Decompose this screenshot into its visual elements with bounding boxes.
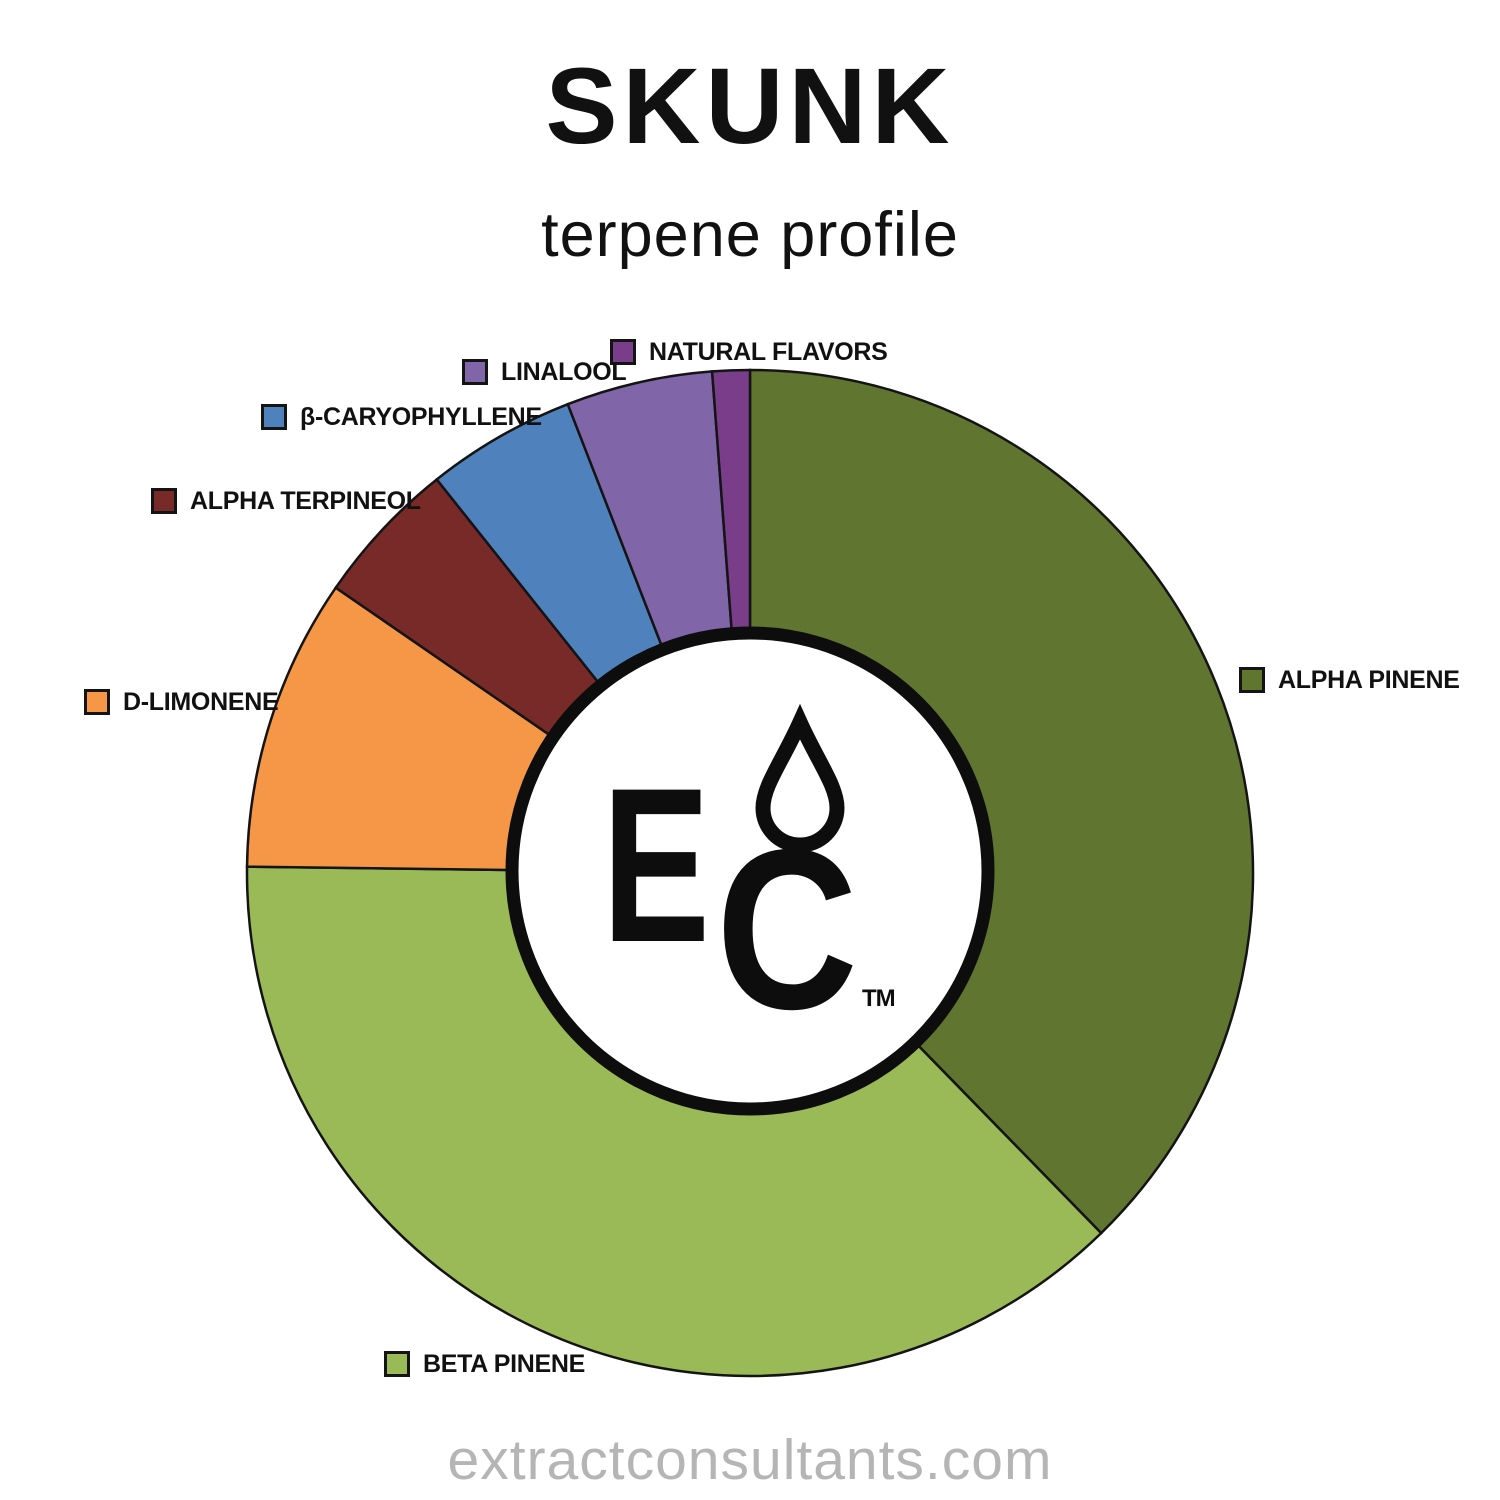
legend-item-linalool: LINALOOL: [462, 358, 627, 386]
page-subtitle: terpene profile: [541, 200, 959, 270]
caryophyllene-swatch: [261, 404, 287, 430]
legend-item-alpha-pinene: ALPHA PINENE: [1239, 667, 1460, 693]
legend-item-alpha-terpineol: ALPHA TERPINEOL: [151, 488, 421, 514]
page-title: SKUNK: [545, 45, 955, 166]
legend-label-alpha-pinene: ALPHA PINENE: [1278, 666, 1460, 694]
linalool-swatch: [462, 359, 488, 385]
legend-item-d-limonene: D-LIMONENE: [84, 688, 279, 716]
website-url: extractconsultants.com: [447, 1428, 1053, 1492]
pie-slice-beta-pinene: [245, 865, 1103, 1378]
legend-item-natural-flavors: NATURAL FLAVORS: [610, 339, 888, 365]
droplet-icon: [755, 703, 845, 853]
d-limonene-swatch: [84, 689, 110, 715]
legend-item-beta-pinene: BETA PINENE: [384, 1351, 585, 1377]
logo-letter-e: E: [602, 742, 710, 988]
beta-pinene-swatch: [384, 1351, 410, 1377]
alpha-pinene-swatch: [1239, 667, 1265, 693]
legend-label-beta-pinene: BETA PINENE: [423, 1350, 585, 1378]
alpha-terpineol-swatch: [151, 488, 177, 514]
legend-label-d-limonene: D-LIMONENE: [123, 688, 279, 716]
pie-slice-alpha-pinene: [748, 368, 1255, 1235]
center-logo: E C TM: [505, 626, 995, 1116]
donut-hole-ring: [505, 626, 995, 1116]
legend-item-caryophyllene: β-CARYOPHYLLENE: [261, 404, 542, 430]
legend-label-alpha-terpineol: ALPHA TERPINEOL: [190, 487, 421, 515]
legend-label-caryophyllene: β-CARYOPHYLLENE: [300, 403, 542, 431]
logo-tm: TM: [862, 985, 895, 1012]
legend-label-linalool: LINALOOL: [501, 358, 627, 386]
legend-label-natural-flavors: NATURAL FLAVORS: [649, 338, 888, 366]
natural-flavors-swatch: [610, 339, 636, 365]
